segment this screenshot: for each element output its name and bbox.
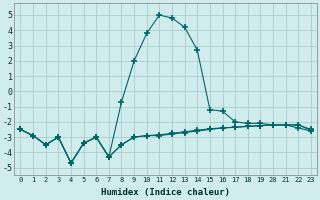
X-axis label: Humidex (Indice chaleur): Humidex (Indice chaleur) bbox=[101, 188, 230, 197]
